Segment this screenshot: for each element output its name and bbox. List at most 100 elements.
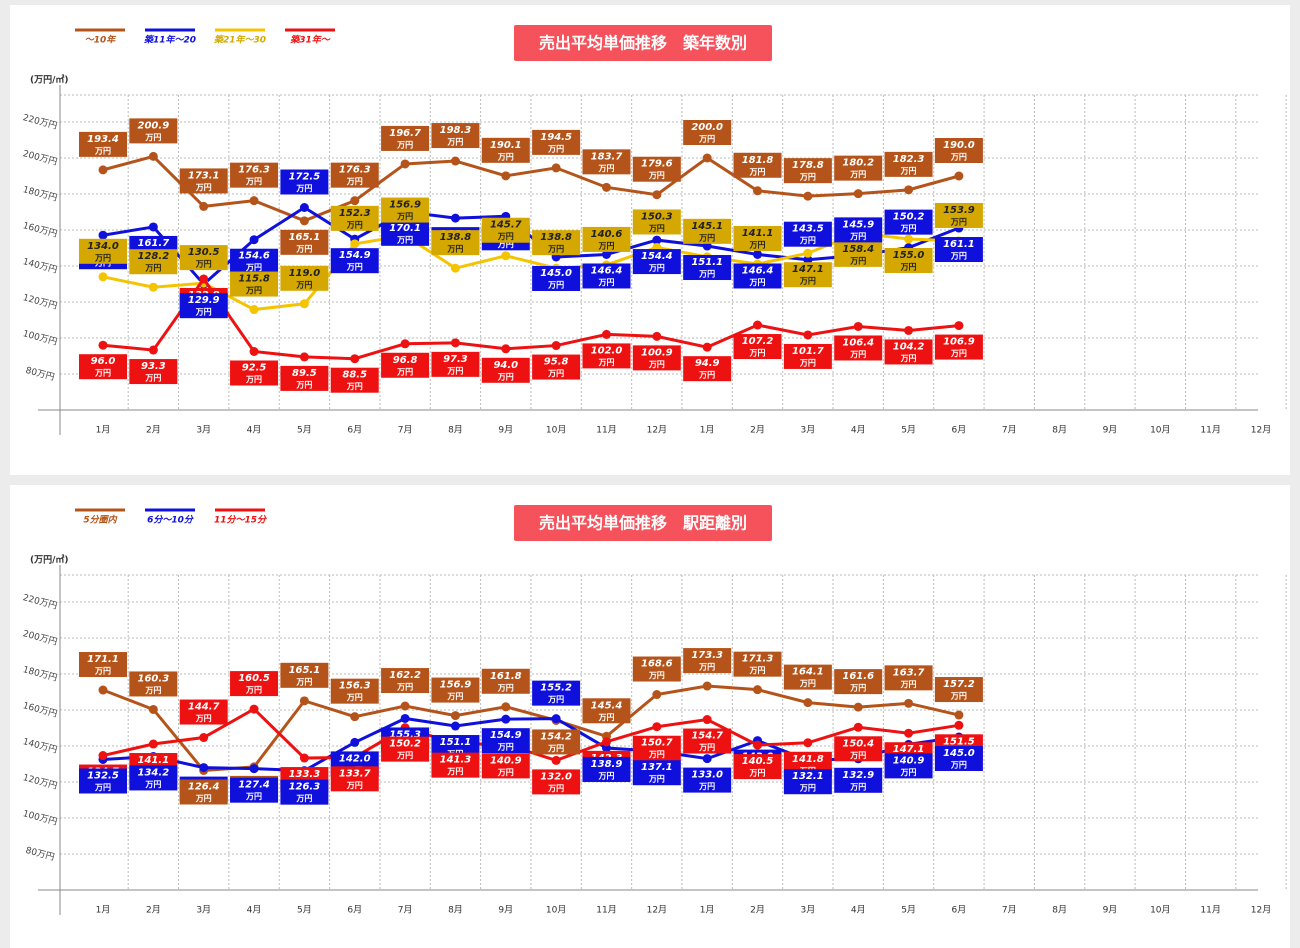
label-box [330,248,379,274]
label-box [179,245,228,271]
x-tick-label: 3月 [801,425,816,436]
data-label-unit: 万円 [597,771,614,780]
data-label-unit: 万円 [597,164,614,173]
data-label: 106.9 [943,337,975,348]
data-point [551,341,561,351]
data-label: 154.2 [540,731,572,742]
data-label-unit: 万円 [547,144,564,153]
data-label: 154.6 [238,251,270,262]
data-point [299,216,309,226]
data-label: 176.3 [238,165,270,176]
series-line [102,205,960,287]
data-point [350,354,360,364]
label-box [582,343,631,369]
data-label: 104.2 [893,341,925,352]
data-label: 151.1 [691,257,723,268]
x-tick-label: 10月 [546,905,566,916]
data-point [400,713,410,723]
data-point [148,151,158,161]
label-box [733,651,782,677]
x-tick-label: 6月 [952,905,967,916]
data-label-unit: 万円 [446,767,463,776]
label-box [683,356,732,382]
data-label-unit: 万円 [950,761,967,770]
data-point [400,159,410,169]
data-point [803,248,813,258]
x-tick-label: 4月 [247,425,262,436]
x-tick-label: 12月 [1251,905,1271,916]
data-point [501,714,511,724]
data-label: 172.5 [289,172,321,183]
data-point [652,235,662,245]
data-label-unit: 万円 [144,264,161,273]
data-label-unit: 万円 [245,686,262,695]
data-label-unit: 万円 [950,692,967,701]
data-label-unit: 万円 [396,140,413,149]
label-box [632,760,681,786]
x-tick-label: 11月 [1200,425,1220,436]
label-box [934,138,983,163]
label-box [431,123,480,149]
data-point [501,702,511,712]
data-point [702,754,712,764]
data-label: 88.5 [342,370,367,381]
data-label-unit: 万円 [648,775,665,784]
data-point [350,239,360,249]
data-label-unit: 万円 [446,138,463,147]
data-label: 132.1 [792,771,824,782]
data-label: 150.2 [893,212,925,223]
label-box [834,155,883,181]
label-box [381,125,430,151]
data-label: 198.3 [440,125,472,136]
label-box [884,248,933,273]
data-label: 173.1 [188,170,220,181]
data-label-unit: 万円 [749,666,766,675]
data-point [904,234,914,244]
data-point [98,165,108,175]
data-label-unit: 万円 [195,308,212,317]
data-point [904,185,914,195]
label-box [884,209,933,235]
x-tick-label: 3月 [196,905,211,916]
data-label-unit: 万円 [900,263,917,272]
label-box [532,354,581,380]
data-label-unit: 万円 [497,743,514,752]
data-point [652,190,662,200]
data-label: 141.3 [440,755,472,766]
data-label: 162.2 [389,670,421,681]
label-box [481,137,530,163]
label-box [79,238,127,264]
legend-label: 築21年～30 [214,35,266,46]
label-box [632,656,681,682]
label-box [330,205,379,231]
label-box [381,197,430,223]
data-label-unit: 万円 [144,780,161,789]
data-label-unit: 万円 [195,794,212,803]
data-point [853,722,863,732]
x-tick-label: 10月 [1150,905,1170,916]
data-label: 127.4 [238,780,270,791]
label-box [733,754,782,780]
data-label: 163.7 [893,667,925,678]
data-label: 161.1 [943,239,975,250]
data-label-unit: 万円 [144,374,161,383]
data-label: 145.9 [842,219,874,230]
data-label-unit: 万円 [396,212,413,221]
data-label: 146.4 [742,265,774,276]
data-label: 115.8 [238,274,270,285]
label-box [934,677,983,703]
x-tick-label: 12月 [647,425,667,436]
label-box [884,753,933,779]
label-box [129,765,178,791]
label-box [330,766,379,792]
label-box [632,735,681,761]
chart-panel: 売出平均単価推移 築年数別 ～10年 築11年～20 築21年～30 築31年～ (万円/… [10,5,1290,475]
data-label-unit: 万円 [295,677,312,686]
label-box [683,120,732,145]
x-tick-label: 3月 [196,425,211,436]
data-label-unit: 万円 [245,286,262,295]
data-label-unit: 万円 [799,236,816,245]
data-label: 173.3 [691,650,723,661]
label-box [582,756,631,782]
label-box [280,365,329,391]
